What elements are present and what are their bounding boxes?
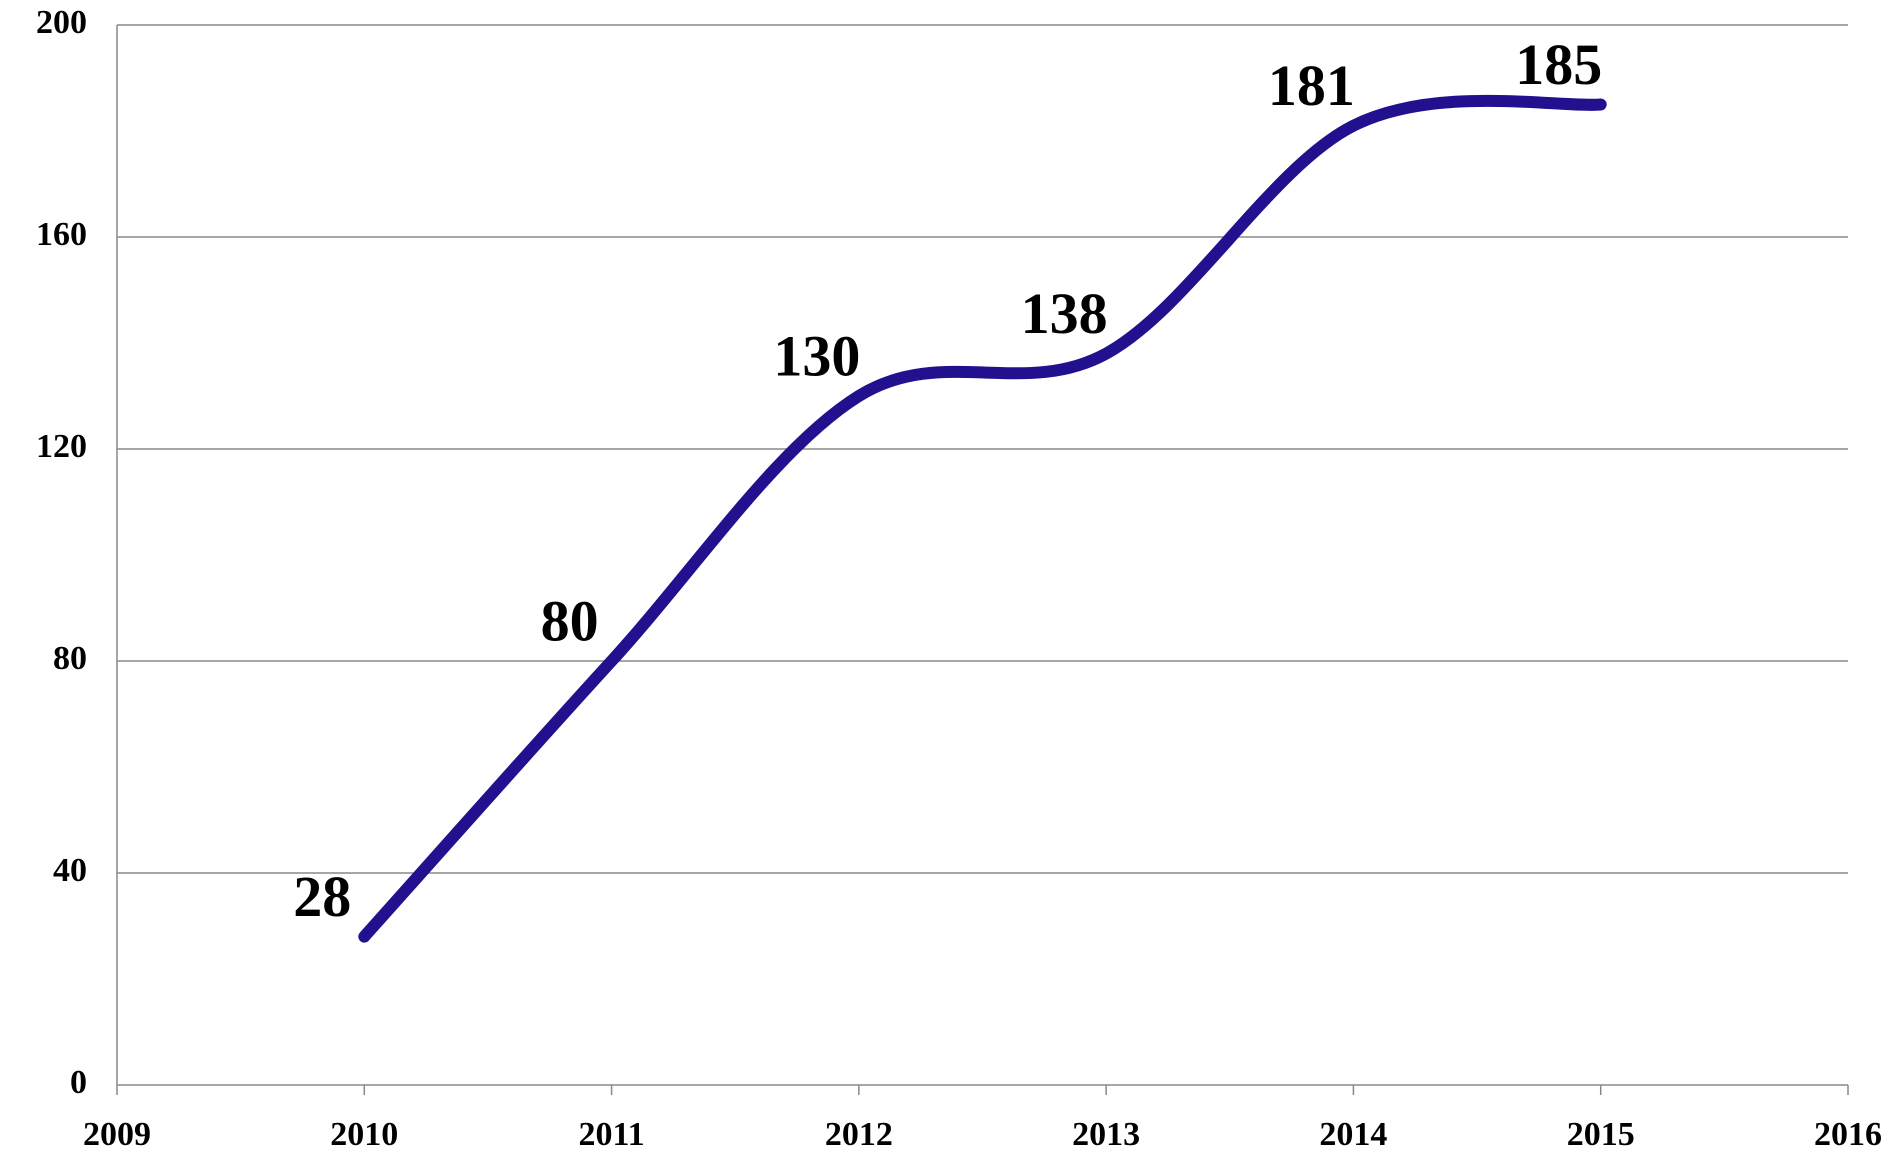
x-tick-label: 2010 [330, 1116, 398, 1153]
data-label: 138 [1021, 281, 1108, 346]
x-tick-label: 2015 [1567, 1116, 1635, 1153]
y-tick-label: 120 [36, 428, 87, 465]
data-label: 28 [293, 864, 351, 929]
x-tick-label: 2012 [825, 1116, 893, 1153]
y-tick-label: 80 [53, 640, 87, 677]
y-tick-label: 160 [36, 216, 87, 253]
y-tick-label: 40 [53, 852, 87, 889]
x-tick-label: 2014 [1319, 1116, 1387, 1153]
x-tick-label: 2011 [579, 1116, 645, 1153]
y-tick-label: 200 [36, 4, 87, 41]
data-label: 130 [773, 323, 860, 388]
y-tick-label: 0 [70, 1064, 87, 1101]
x-tick-label: 2013 [1072, 1116, 1140, 1153]
data-label: 181 [1268, 53, 1355, 118]
data-label: 80 [541, 588, 599, 653]
line [358, 94, 1607, 943]
x-tick-label: 2016 [1814, 1116, 1882, 1153]
x-tick-label: 2009 [83, 1116, 151, 1153]
data-label: 185 [1515, 32, 1602, 97]
